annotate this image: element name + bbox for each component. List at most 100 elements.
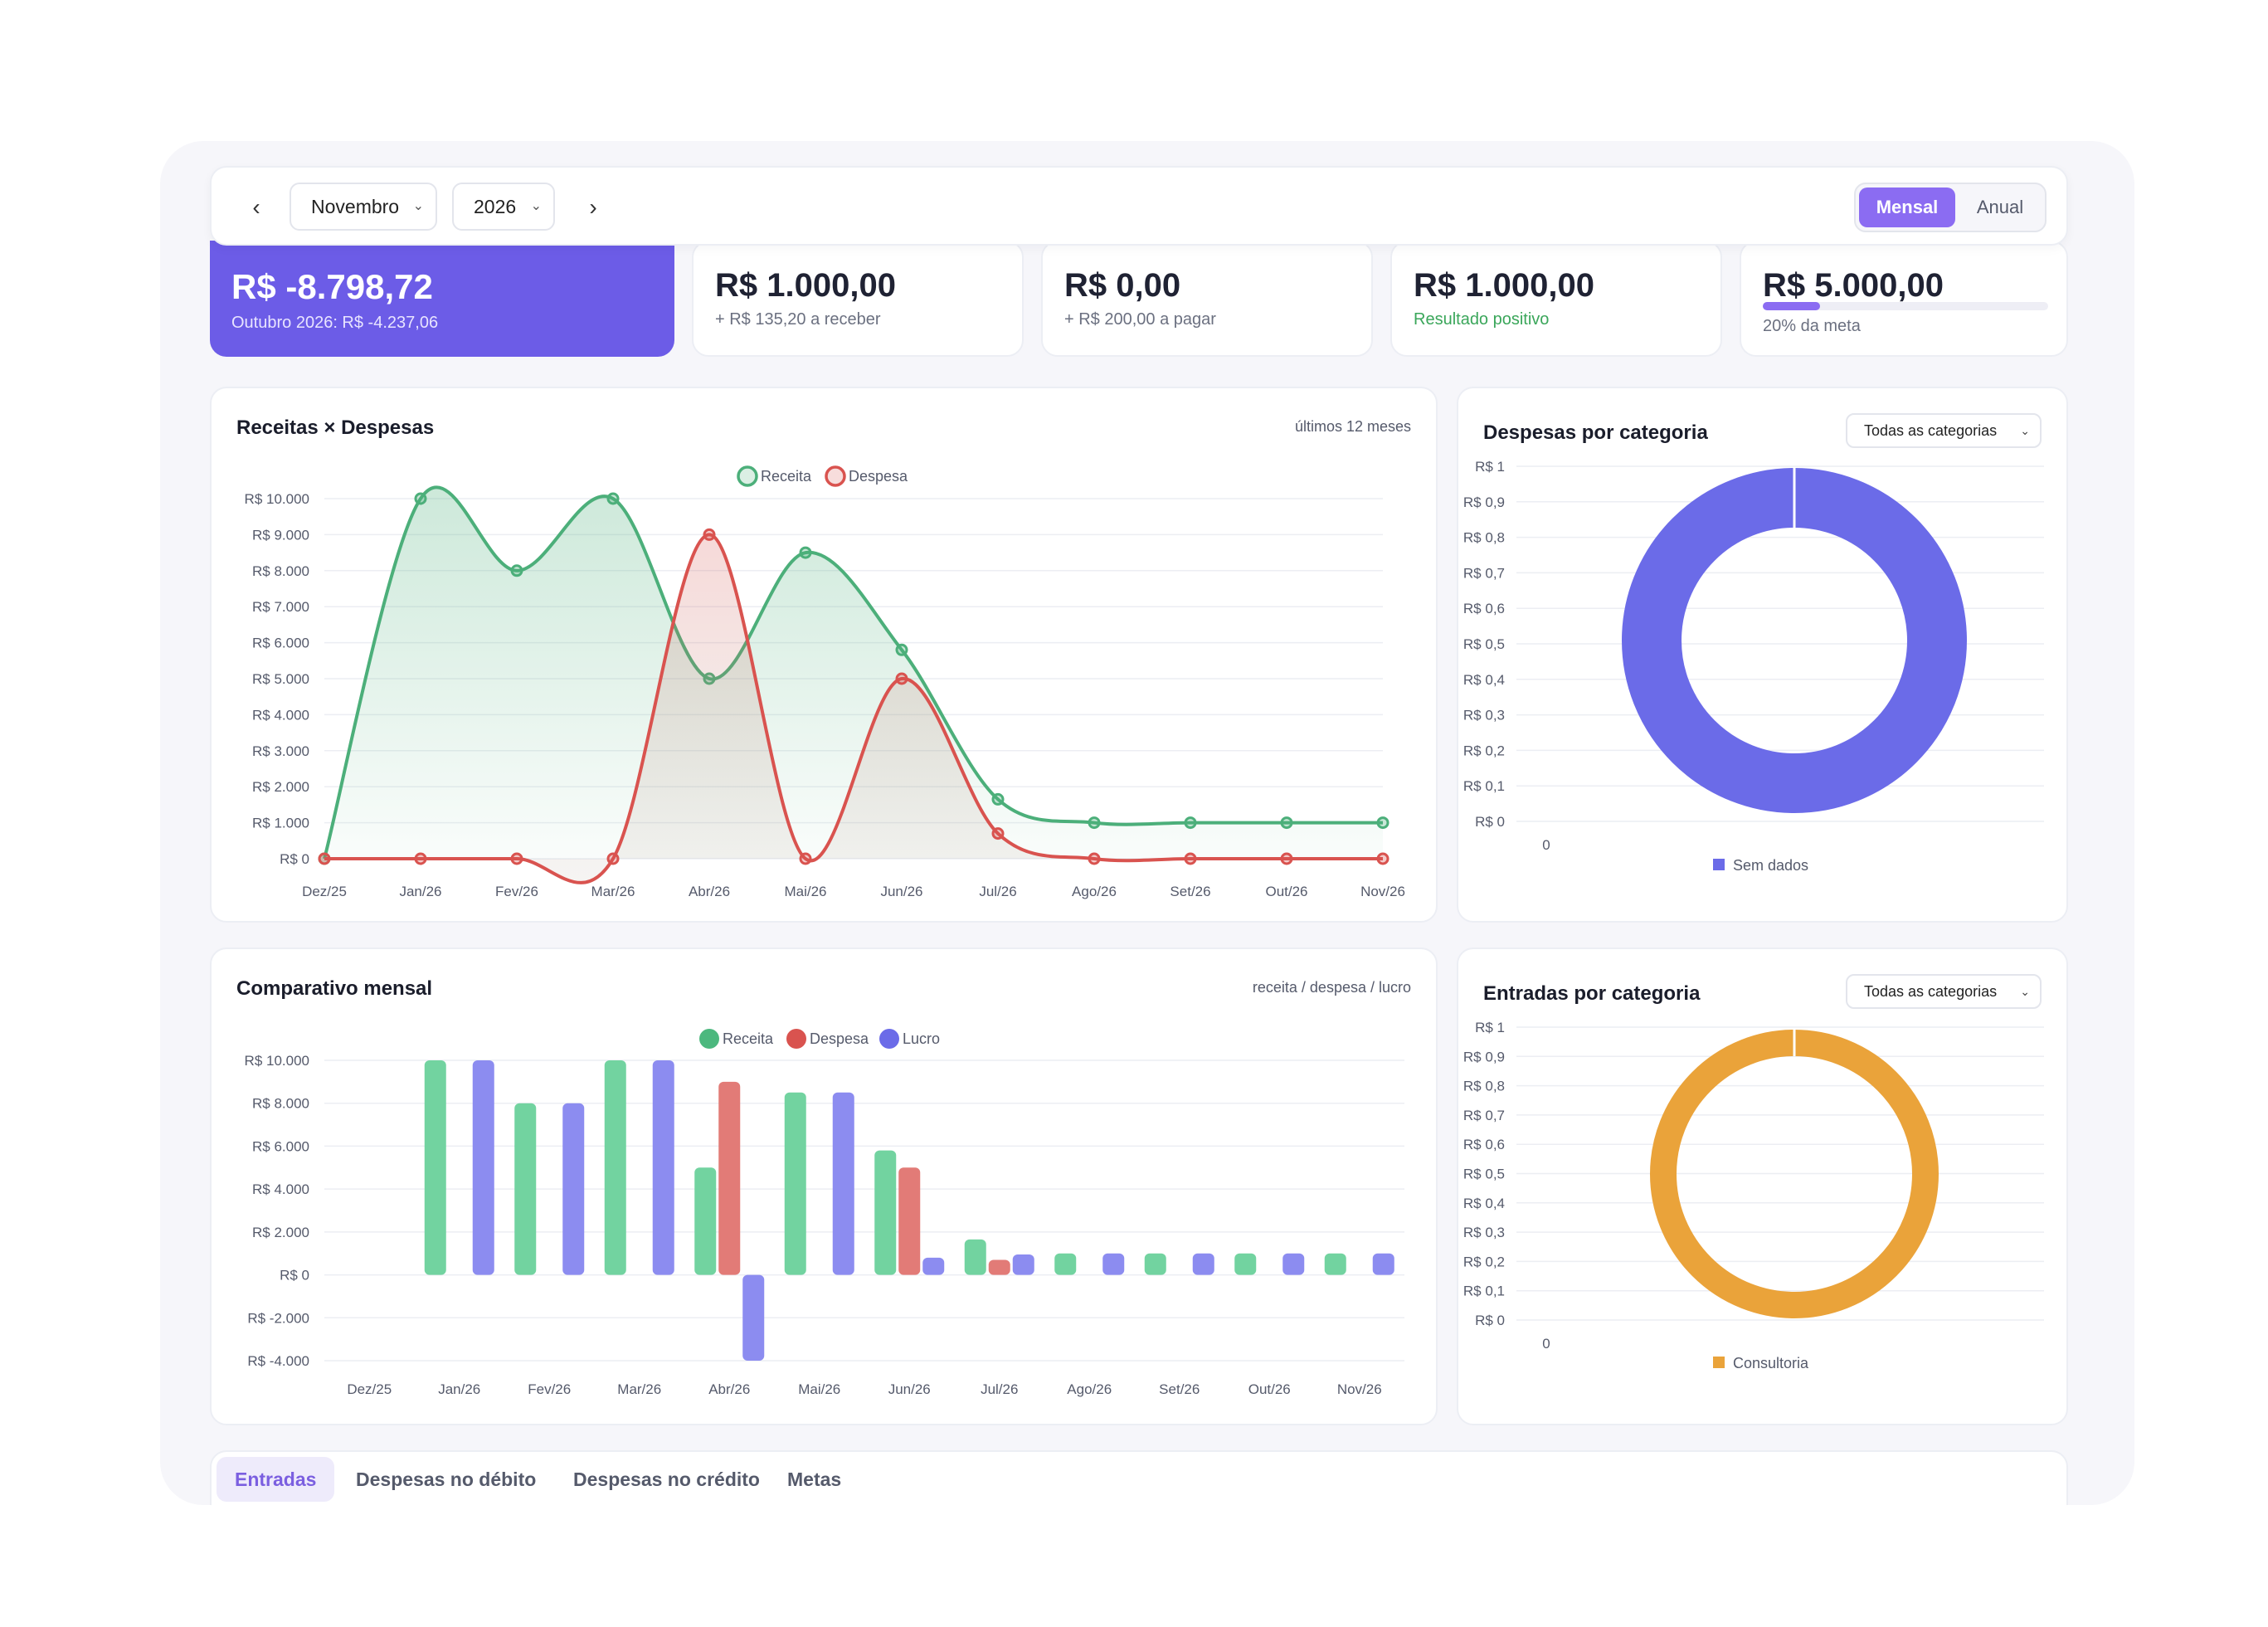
bar-lucro — [1372, 1253, 1394, 1275]
tab-despesas-debito[interactable]: Despesas no débito — [356, 1469, 537, 1490]
y-tick-label: R$ 7.000 — [252, 599, 309, 615]
legend-label-receita: Receita — [723, 1030, 774, 1047]
point-despesa — [895, 672, 908, 685]
bar-chart-title: Comparativo mensal — [236, 977, 433, 1000]
point-despesa — [1280, 852, 1293, 865]
legend-swatch-receita — [737, 465, 758, 487]
point-despesa — [703, 528, 716, 541]
income-donut-svg: R$ 0 R$ 0,1 R$ 0,2 R$ 0,3 R$ 0,4 R$ 0,5 R$ 0,6… — [1463, 1020, 2044, 1371]
kpi-goal-value: R$ 5.000,00 — [1763, 267, 1944, 304]
bar-lucro — [1012, 1254, 1034, 1275]
bar-lucro — [922, 1257, 945, 1275]
bar-receita — [874, 1150, 897, 1275]
expense-category-filter[interactable]: Todas as categorias ⌄ — [1846, 413, 2042, 448]
y-tick-label: R$ 0,8 — [1463, 1079, 1505, 1094]
x-tick-label: Out/26 — [1248, 1381, 1291, 1397]
income-category-filter[interactable]: Todas as categorias ⌄ — [1846, 974, 2042, 1009]
legend-label-despesa: Despesa — [849, 468, 908, 485]
point-despesa — [991, 827, 1005, 840]
y-tick-label: R$ 1.000 — [252, 816, 309, 831]
bar-despesa — [718, 1081, 741, 1275]
x-tick-label: Mai/26 — [784, 884, 826, 899]
y-tick-label: R$ 0 — [280, 851, 309, 867]
view-mensal-button[interactable]: Mensal — [1859, 188, 1955, 227]
line-despesa — [324, 533, 1383, 884]
y-tick-label: R$ 2.000 — [252, 779, 309, 795]
expense-donut-panel: Despesas por categoria Todas as categori… — [1457, 387, 2068, 923]
y-tick-label: R$ 5.000 — [252, 671, 309, 687]
x-tick-label: 0 — [1542, 837, 1550, 853]
bar-receita — [1054, 1253, 1077, 1275]
y-tick-label: R$ 0,4 — [1463, 1196, 1505, 1211]
y-tick-label: R$ 4.000 — [252, 707, 309, 723]
point-receita — [991, 792, 1005, 806]
x-tick-label: Set/26 — [1170, 884, 1210, 899]
month-select[interactable]: Novembro ⌄ — [290, 183, 437, 231]
bar-lucro — [472, 1060, 494, 1275]
legend-label: Sem dados — [1733, 857, 1808, 874]
legend-label-lucro: Lucro — [903, 1030, 940, 1047]
expense-donut-svg: R$ 0 R$ 0,1 R$ 0,2 R$ 0,3 R$ 0,4 R$ 0,5 R$ 0,6… — [1463, 459, 2044, 874]
point-receita — [510, 564, 523, 577]
legend-label-receita: Receita — [761, 468, 812, 485]
y-tick-label: R$ 1 — [1475, 459, 1505, 475]
line-chart-panel: Receitas × Despesas últimos 12 meses R$ … — [210, 387, 1438, 923]
x-tick-label: Jul/26 — [981, 1381, 1018, 1397]
expense-donut-title: Despesas por categoria — [1483, 421, 1708, 444]
kpi-income-value: R$ 1.000,00 — [715, 267, 896, 304]
point-receita — [895, 643, 908, 656]
view-anual-button[interactable]: Anual — [1976, 197, 2024, 217]
kpi-expense-card: R$ 0,00 + R$ 200,00 a pagar — [1041, 241, 1373, 357]
chevron-down-icon: ⌄ — [2020, 424, 2030, 437]
bar-lucro — [1192, 1253, 1214, 1275]
y-tick-label: R$ 0,5 — [1463, 636, 1505, 652]
year-select[interactable]: 2026 ⌄ — [452, 183, 555, 231]
point-receita — [1184, 816, 1197, 830]
x-tick-label: Nov/26 — [1360, 884, 1405, 899]
line-receita — [323, 485, 1383, 860]
y-tick-label: R$ -2.000 — [247, 1310, 309, 1326]
y-tick-label: R$ 0,3 — [1463, 708, 1505, 723]
bar-chart-svg: R$ -4.000 R$ -2.000 R$ 0 R$ 2.000 R$ 4.000 R$… — [245, 1029, 1404, 1397]
tab-metas[interactable]: Metas — [787, 1469, 842, 1490]
tab-entradas[interactable]: Entradas — [217, 1457, 335, 1502]
chevron-left-icon[interactable]: ‹ — [252, 194, 260, 220]
y-tick-label: R$ 8.000 — [252, 1096, 309, 1112]
y-tick-label: R$ 6.000 — [252, 636, 309, 651]
y-tick-label: R$ 6.000 — [252, 1138, 309, 1154]
x-tick-label: Out/26 — [1265, 884, 1307, 899]
kpi-result-status: Resultado positivo — [1414, 310, 1550, 329]
y-tick-label: R$ 0,3 — [1463, 1225, 1505, 1240]
y-tick-label: R$ 4.000 — [252, 1181, 309, 1197]
chevron-right-icon[interactable]: › — [589, 194, 597, 220]
bar-lucro — [832, 1092, 854, 1275]
legend-swatch-receita — [699, 1029, 719, 1049]
x-tick-label: Set/26 — [1159, 1381, 1200, 1397]
goal-progress-bar — [1763, 302, 2048, 310]
legend-swatch — [1713, 859, 1725, 870]
tab-despesas-credito[interactable]: Despesas no crédito — [573, 1469, 760, 1490]
legend-swatch-despesa — [786, 1029, 806, 1049]
y-tick-label: R$ 3.000 — [252, 743, 309, 759]
point-receita — [1280, 816, 1293, 830]
x-tick-label: Ago/26 — [1067, 1381, 1112, 1397]
bar-receita — [1234, 1253, 1257, 1275]
y-tick-label: R$ 10.000 — [245, 491, 309, 507]
x-tick-label: Dez/25 — [347, 1381, 392, 1397]
y-tick-label: R$ -4.000 — [247, 1353, 309, 1369]
y-tick-label: R$ 0,7 — [1463, 565, 1505, 581]
point-despesa — [414, 852, 427, 865]
bar-receita — [514, 1103, 537, 1275]
legend-swatch-lucro — [879, 1029, 899, 1049]
bar-lucro — [1282, 1253, 1305, 1275]
point-receita — [1376, 816, 1390, 830]
bar-receita — [1324, 1253, 1346, 1275]
bar-receita — [424, 1060, 446, 1275]
y-tick-label: R$ 0,5 — [1463, 1167, 1505, 1182]
income-donut-title: Entradas por categoria — [1483, 982, 1701, 1005]
x-tick-label: Jun/26 — [888, 1381, 931, 1397]
y-tick-label: R$ 8.000 — [252, 563, 309, 579]
period-toolbar: ‹ Novembro ⌄ 2026 ⌄ › Mensal Anual — [210, 166, 2068, 246]
kpi-balance-previous: Outubro 2026: R$ -4.237,06 — [231, 314, 439, 332]
year-select-value: 2026 — [474, 196, 517, 217]
